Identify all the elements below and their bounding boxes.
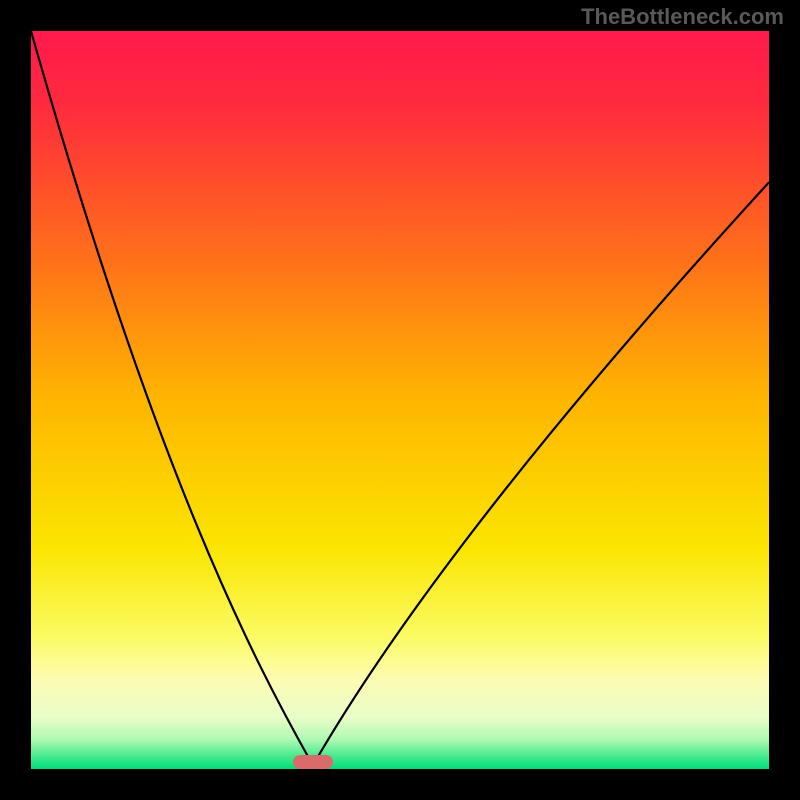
optimal-marker xyxy=(293,755,333,769)
curve-path xyxy=(31,31,769,765)
bottleneck-curve xyxy=(0,0,800,800)
watermark-text: TheBottleneck.com xyxy=(581,4,784,30)
